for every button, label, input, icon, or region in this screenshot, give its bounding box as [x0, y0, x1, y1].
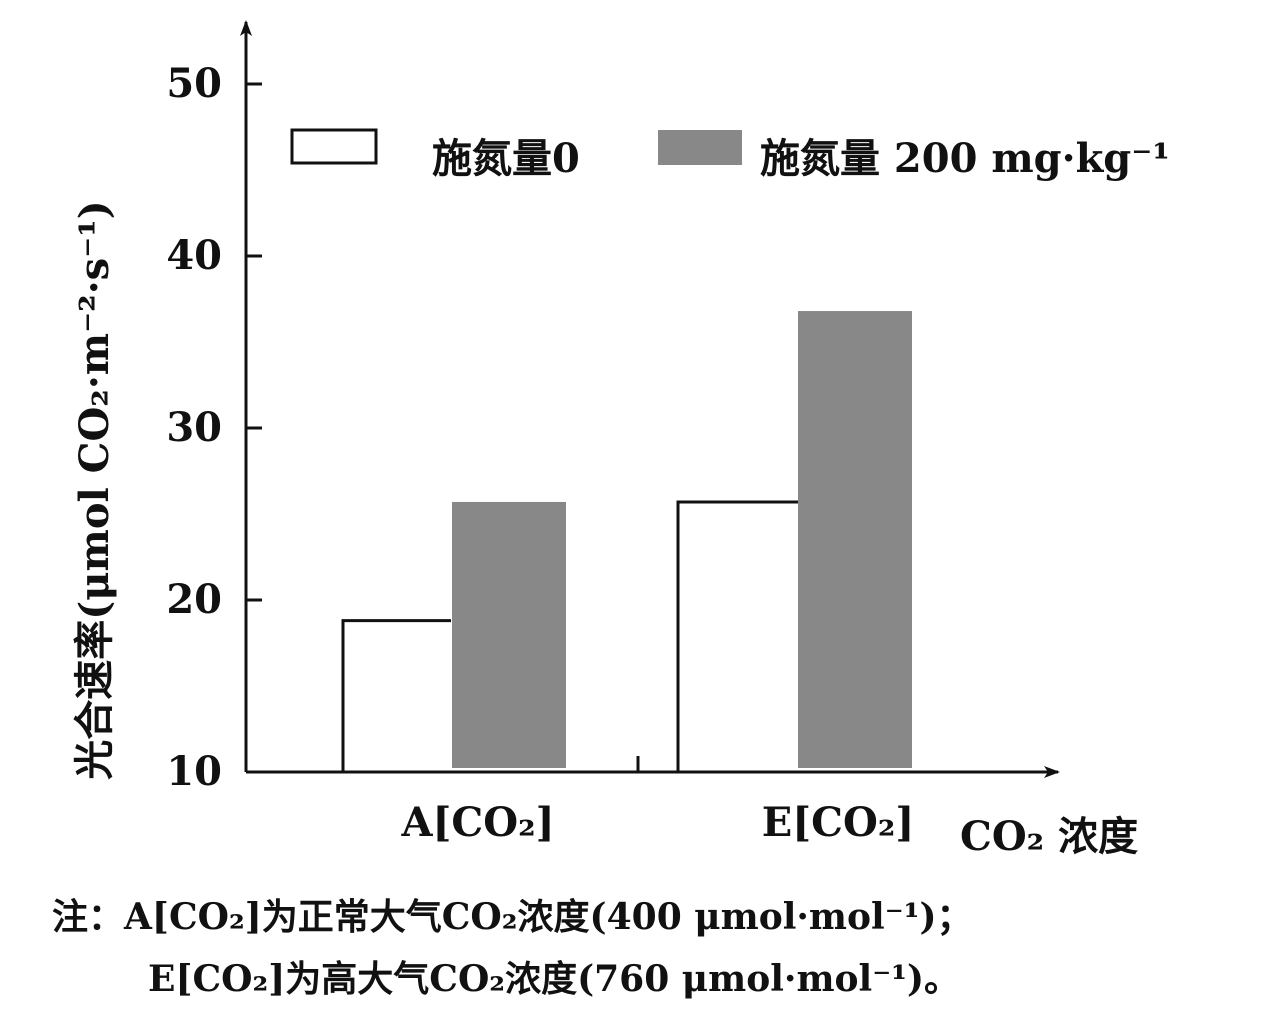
- legend-swatch-nitrogen-200: [658, 130, 742, 165]
- legend-swatch-nitrogen-0: [290, 128, 378, 165]
- footnote-line-2: E[CO₂]为高大气CO₂浓度(760 μmol·mol⁻¹)。: [148, 958, 961, 1000]
- bar-nitrogen-200: [452, 501, 566, 768]
- legend-label-nitrogen-200: 施氮量 200 mg·kg⁻¹: [760, 135, 1170, 182]
- legend-label-nitrogen-0: 施氮量0: [432, 135, 580, 182]
- y-tick-label: 50: [166, 60, 222, 107]
- x-axis-label: CO₂ 浓度: [960, 813, 1138, 860]
- y-tick-label: 40: [166, 232, 222, 279]
- bar-nitrogen-0: [341, 619, 451, 772]
- y-tick-label: 30: [166, 404, 222, 451]
- footnote-line-1: 注：A[CO₂]为正常大气CO₂浓度(400 μmol·mol⁻¹)；: [52, 896, 973, 938]
- x-category-label: E[CO₂]: [762, 799, 915, 846]
- x-category-label: A[CO₂]: [400, 799, 554, 846]
- y-axis-label: 光合速率(μmol CO₂·m⁻²·s⁻¹): [71, 200, 118, 779]
- bar-nitrogen-0: [676, 500, 798, 772]
- bar-nitrogen-200: [798, 311, 912, 768]
- y-tick-label: 10: [166, 748, 222, 795]
- y-tick-label: 20: [166, 576, 222, 623]
